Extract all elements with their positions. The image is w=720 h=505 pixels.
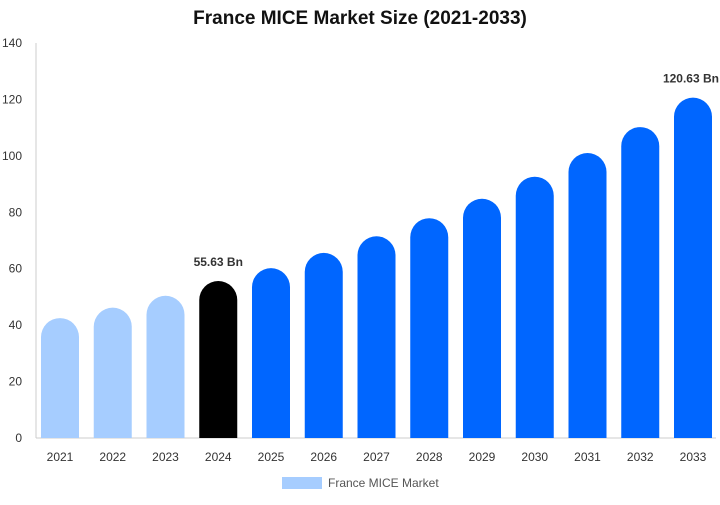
y-tick-label: 60 xyxy=(9,262,23,276)
y-tick-label: 120 xyxy=(2,92,22,106)
data-label: 120.63 Bn xyxy=(663,72,719,86)
bar-2033 xyxy=(674,97,712,439)
x-tick-label: 2022 xyxy=(99,450,126,464)
bar-2026 xyxy=(304,252,343,438)
x-tick-label: 2023 xyxy=(152,450,179,464)
x-tick-label: 2028 xyxy=(416,450,443,464)
data-label: 55.63 Bn xyxy=(194,255,243,269)
x-tick-label: 2033 xyxy=(680,450,707,464)
y-tick-label: 140 xyxy=(2,36,22,50)
chart-title: France MICE Market Size (2021-2033) xyxy=(193,8,527,29)
y-tick-label: 20 xyxy=(9,375,23,389)
bar-2023 xyxy=(146,295,185,438)
bar-2021 xyxy=(41,318,79,438)
x-tick-label: 2026 xyxy=(310,450,337,464)
y-tick-label: 40 xyxy=(9,318,23,332)
legend-swatch xyxy=(282,477,322,489)
x-tick-label: 2027 xyxy=(363,450,390,464)
bar-2025 xyxy=(252,268,290,438)
y-tick-label: 80 xyxy=(9,205,23,219)
bar-2028 xyxy=(410,218,449,438)
x-tick-label: 2021 xyxy=(47,450,74,464)
bar-2024 xyxy=(199,281,238,438)
legend-label: France MICE Market xyxy=(328,476,439,490)
y-tick-label: 100 xyxy=(2,149,22,163)
bar-2031 xyxy=(568,153,607,438)
x-tick-label: 2024 xyxy=(205,450,232,464)
bar-2029 xyxy=(463,198,501,438)
x-tick-label: 2031 xyxy=(574,450,601,464)
y-tick-label: 0 xyxy=(15,431,22,445)
bar-2022 xyxy=(93,307,132,438)
bar-2027 xyxy=(357,236,396,438)
bar-2030 xyxy=(515,176,554,438)
x-tick-label: 2030 xyxy=(521,450,548,464)
x-tick-label: 2029 xyxy=(469,450,496,464)
x-tick-label: 2032 xyxy=(627,450,654,464)
bar-2032 xyxy=(621,127,660,438)
x-tick-label: 2025 xyxy=(258,450,285,464)
